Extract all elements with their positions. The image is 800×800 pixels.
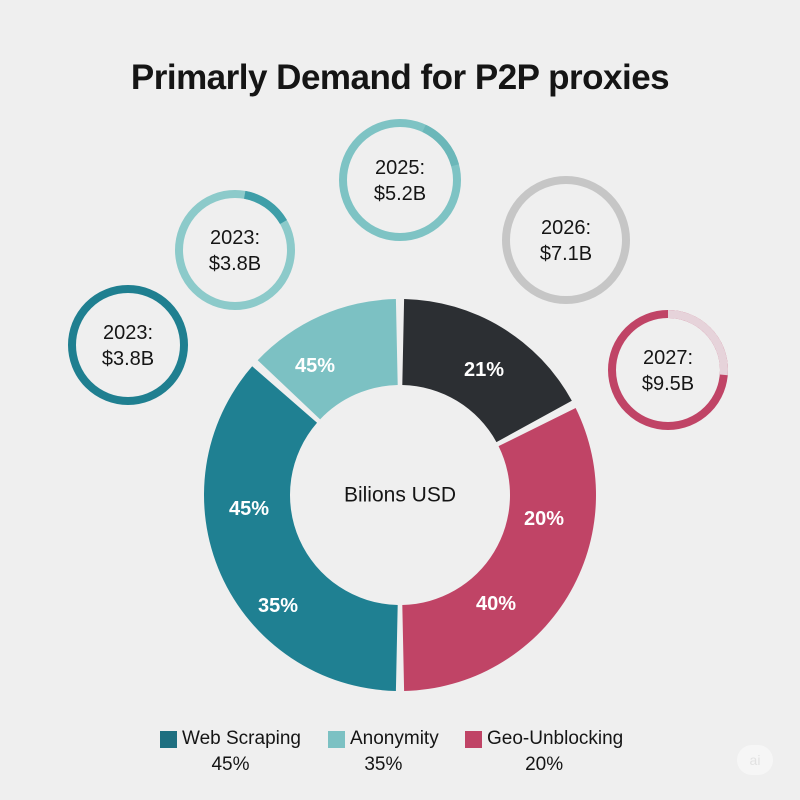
slice-label: 20% [524,508,564,530]
legend-label: Web Scraping [182,728,301,749]
legend-swatch [465,730,482,748]
bubble-value: $3.8B [209,253,261,275]
slice-label: 45% [229,498,269,520]
slice-label: 35% [258,595,298,617]
bubble-value: $9.5B [642,373,694,395]
bubble-ring-accent [422,124,459,167]
slice-label: 40% [476,593,516,615]
legend-label: Anonymity [350,728,439,749]
legend-value: 20% [525,754,564,775]
bubble-year: 2023: [210,227,260,249]
donut-slice [402,408,596,691]
legend-value: 35% [364,754,403,775]
legend-label: Geo-Unblocking [487,728,624,749]
legend: Web Scraping 45% Anonymity 35% Geo-Unblo… [160,728,660,778]
center-label: Bilions USD [344,484,456,507]
legend-value: 45% [211,754,250,775]
bubble-value: $7.1B [540,243,592,265]
bubble-year: 2023: [103,322,153,344]
bubble-ring-accent [667,310,728,376]
legend-item-anonymity: Anonymity 35% [328,728,439,776]
bubble-ring-accent [243,190,287,225]
bubble-value: $3.8B [102,348,154,370]
chart-title: Primarly Demand for P2P proxies [130,58,670,97]
bubble-ring [502,176,630,304]
donut-slice [257,299,398,420]
bubble-year: 2026: [541,217,591,239]
bubble-value: $5.2B [374,183,426,205]
bubble-year: 2027: [643,347,693,369]
donut-slice [204,366,398,691]
legend-swatch [328,730,345,748]
slice-label: 45% [295,355,335,377]
bubble-year: 2025: [375,157,425,179]
bubble-ring [175,190,295,310]
donut-slice [402,299,572,443]
slice-label: 21% [464,359,504,381]
legend-item-geo-unblocking: Geo-Unblocking 20% [465,728,623,776]
bubble-ring [68,285,188,405]
bubble-ring [339,119,461,241]
legend-swatch [160,730,177,748]
watermark-badge: ai [737,745,773,775]
legend-item-web-scraping: Web Scraping 45% [160,728,301,776]
